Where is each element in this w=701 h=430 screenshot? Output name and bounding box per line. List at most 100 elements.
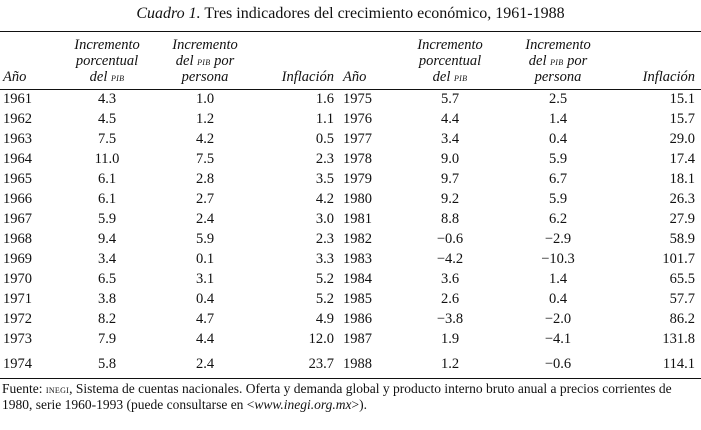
percap-cell: 0.4 [548, 131, 568, 147]
table-row: 1965 6.1 2.8 3.5 1979 9.7 6.7 18.1 [0, 169, 701, 189]
percap-cell: −0.6 [544, 356, 572, 372]
table-caption: Cuadro 1. Tres indicadores del crecimien… [0, 4, 701, 24]
inflation-cell: 5.2 [315, 271, 334, 287]
year-cell: 1984 [343, 271, 372, 287]
inflation-cell: 29.0 [669, 131, 695, 147]
year-cell: 1965 [3, 171, 32, 187]
year-cell: 1986 [343, 311, 372, 327]
caption-title: Tres indicadores del crecimiento económi… [204, 5, 565, 22]
percap-cell: 0.4 [548, 291, 568, 307]
header-growth: Incremento porcentual del pib [74, 37, 140, 85]
growth-cell: 9.7 [440, 171, 460, 187]
growth-cell: 4.3 [97, 91, 117, 107]
header-percap: Incremento del pib por persona [525, 37, 591, 85]
growth-cell: 5.7 [440, 91, 460, 107]
inflation-cell: 57.7 [669, 291, 695, 307]
growth-cell: −0.6 [436, 231, 464, 247]
growth-cell: 6.1 [97, 171, 117, 187]
inflation-cell: 18.1 [669, 171, 695, 187]
growth-cell: 4.4 [440, 111, 460, 127]
percap-cell: 5.9 [195, 231, 215, 247]
growth-cell: 7.5 [97, 131, 117, 147]
inflation-cell: 27.9 [669, 211, 695, 227]
growth-cell: 5.8 [97, 356, 117, 372]
percap-cell: 1.2 [195, 111, 215, 127]
percap-cell: −2.0 [544, 311, 572, 327]
inflation-cell: 86.2 [669, 311, 695, 327]
table-row: 1962 4.5 1.2 1.1 1976 4.4 1.4 15.7 [0, 109, 701, 129]
year-cell: 1976 [343, 111, 372, 127]
inflation-cell: 2.3 [315, 151, 334, 167]
growth-cell: 7.9 [97, 331, 117, 347]
growth-cell: −3.8 [436, 311, 464, 327]
growth-cell: 1.9 [440, 331, 460, 347]
growth-cell: 5.9 [97, 211, 117, 227]
inflation-cell: 15.7 [669, 111, 695, 127]
year-cell: 1962 [3, 111, 32, 127]
growth-cell: 3.4 [97, 251, 117, 267]
inflation-cell: 1.1 [315, 111, 334, 127]
year-cell: 1978 [343, 151, 372, 167]
percap-cell: 2.5 [548, 91, 568, 107]
year-cell: 1966 [3, 191, 32, 207]
bottom-rule [0, 378, 701, 379]
percap-cell: 3.1 [195, 271, 215, 287]
year-cell: 1963 [3, 131, 32, 147]
growth-cell: 6.5 [97, 271, 117, 287]
year-cell: 1985 [343, 291, 372, 307]
year-cell: 1972 [3, 311, 32, 327]
header-year: Año [343, 69, 367, 85]
percap-cell: 2.4 [195, 356, 215, 372]
year-cell: 1961 [3, 91, 32, 107]
inflation-cell: 58.9 [669, 231, 695, 247]
growth-cell: 8.2 [97, 311, 117, 327]
table-row: 1970 6.5 3.1 5.2 1984 3.6 1.4 65.5 [0, 269, 701, 289]
table-row: 1969 3.4 0.1 3.3 1983 −4.2 −10.3 101.7 [0, 249, 701, 269]
percap-cell: 2.4 [195, 211, 215, 227]
table-row: 1972 8.2 4.7 4.9 1986 −3.8 −2.0 86.2 [0, 309, 701, 329]
percap-cell: 6.2 [548, 211, 568, 227]
header-percap: Incremento del pib por persona [172, 37, 238, 85]
header-rule [0, 89, 701, 90]
year-cell: 1983 [343, 251, 372, 267]
header-inflation: Inflación [281, 69, 334, 85]
year-cell: 1971 [3, 291, 32, 307]
percap-cell: 2.7 [195, 191, 215, 207]
inflation-cell: 17.4 [669, 151, 695, 167]
year-cell: 1987 [343, 331, 372, 347]
inflation-cell: 4.9 [315, 311, 334, 327]
percap-cell: 2.8 [195, 171, 215, 187]
percap-cell: −2.9 [544, 231, 572, 247]
growth-cell: 3.4 [440, 131, 460, 147]
source-url: www.inegi.org.mx [254, 397, 352, 412]
inflation-cell: 12.0 [308, 331, 334, 347]
inflation-cell: 65.5 [669, 271, 695, 287]
data-table: Año Incremento porcentual del pib Increm… [0, 32, 701, 379]
growth-cell: 11.0 [94, 151, 120, 167]
year-cell: 1988 [343, 356, 372, 372]
inflation-cell: 15.1 [669, 91, 695, 107]
table-row: 1964 11.0 7.5 2.3 1978 9.0 5.9 17.4 [0, 149, 701, 169]
inflation-cell: 3.5 [315, 171, 334, 187]
table-row: 1971 3.8 0.4 5.2 1985 2.6 0.4 57.7 [0, 289, 701, 309]
table-row: 1973 7.9 4.4 12.0 1987 1.9 −4.1 131.8 [0, 329, 701, 349]
growth-cell: 3.6 [440, 271, 460, 287]
source-note: Fuente: inegi, Sistema de cuentas nacion… [2, 381, 672, 412]
growth-cell: 9.2 [440, 191, 460, 207]
inflation-cell: 5.2 [315, 291, 334, 307]
inflation-cell: 4.2 [315, 191, 334, 207]
growth-cell: 6.1 [97, 191, 117, 207]
inflation-cell: 0.5 [315, 131, 334, 147]
top-rule [0, 31, 701, 32]
header-inflation: Inflación [642, 69, 695, 85]
table-row: 1968 9.4 5.9 2.3 1982 −0.6 −2.9 58.9 [0, 229, 701, 249]
inflation-cell: 26.3 [669, 191, 695, 207]
year-cell: 1970 [3, 271, 32, 287]
year-cell: 1975 [343, 91, 372, 107]
growth-cell: 4.5 [97, 111, 117, 127]
percap-cell: −10.3 [541, 251, 575, 267]
table-row: 1974 5.8 2.4 23.7 1988 1.2 −0.6 114.1 [0, 349, 701, 379]
year-cell: 1967 [3, 211, 32, 227]
source-org: inegi [45, 382, 70, 396]
header-year: Año [3, 69, 27, 85]
